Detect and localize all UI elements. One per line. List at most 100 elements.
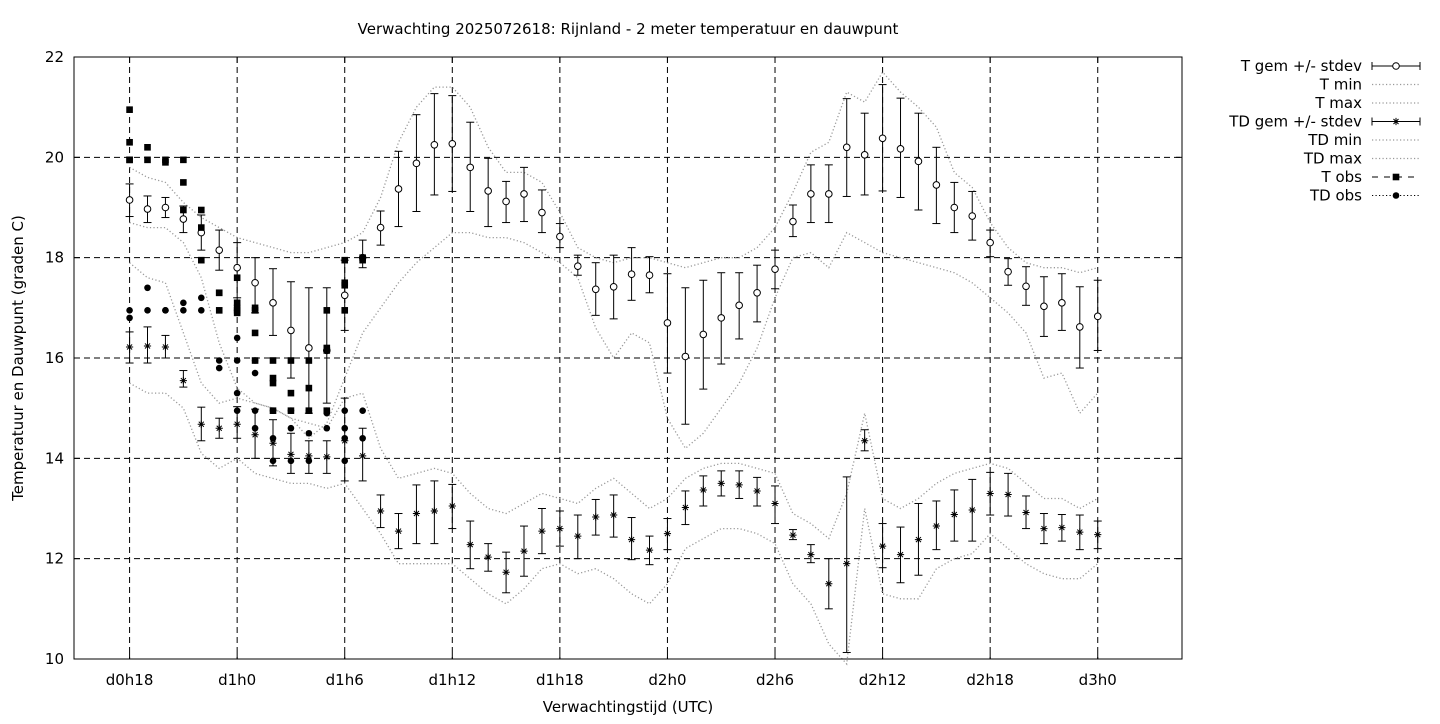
series-7-point <box>144 284 151 292</box>
series-0-point <box>376 223 385 232</box>
series-3-point <box>269 439 277 447</box>
series-3-point <box>843 560 851 568</box>
series-0-point <box>1004 267 1012 276</box>
series-7-point <box>233 334 241 342</box>
series-7-point <box>126 314 133 322</box>
legend-label: TD min <box>1307 131 1362 149</box>
series-3-point <box>394 527 403 535</box>
series-6-point <box>269 357 277 364</box>
series-6-point <box>233 309 241 317</box>
series-0-point <box>807 190 815 198</box>
series-0-point <box>573 262 582 270</box>
series-6-point <box>269 379 277 387</box>
series-6-point <box>197 224 205 231</box>
series-6-point <box>323 347 331 354</box>
series-7-point <box>197 307 205 314</box>
series-3-point <box>968 506 976 514</box>
series-3-point <box>1094 530 1102 539</box>
x-tick-label: d2h0 <box>648 671 686 689</box>
series-0-point <box>735 301 743 310</box>
series-3-point <box>932 522 940 530</box>
series-0-point <box>609 282 618 291</box>
series-3-point <box>717 479 725 488</box>
x-tick-label: d2h18 <box>966 671 1014 689</box>
series-6-point <box>269 374 277 382</box>
series-3-point <box>861 437 869 445</box>
series-3-point <box>448 502 456 510</box>
series-3-point <box>215 424 223 432</box>
legend-label: T max <box>1314 94 1362 112</box>
series-6-point <box>162 159 169 166</box>
series-4-line <box>129 382 1099 666</box>
series-6-point <box>215 307 223 314</box>
series-0-point <box>645 271 654 280</box>
series-6-point <box>126 156 133 164</box>
series-3-point <box>251 431 259 439</box>
series-3-point <box>1076 528 1084 536</box>
series-3-point <box>1004 490 1012 499</box>
legend-label: T gem +/- stdev <box>1240 57 1362 75</box>
series-0-point <box>215 246 224 254</box>
series-3-point <box>359 452 367 460</box>
series-6-point <box>144 144 151 151</box>
series-3-point <box>538 527 546 535</box>
y-tick-label: 12 <box>45 550 64 568</box>
series-3-point <box>197 420 205 428</box>
series-7-point <box>162 307 169 314</box>
legend-label: T min <box>1319 76 1362 94</box>
series-3-point <box>1040 524 1048 533</box>
series-6-point <box>144 156 151 164</box>
series-3-point <box>466 541 474 549</box>
series-0-point <box>878 134 887 143</box>
series-7-point <box>233 407 241 414</box>
series-7-point <box>251 424 259 432</box>
series-6-point <box>180 179 187 186</box>
chart-title: Verwachting 2025072618: Rijnland - 2 met… <box>358 20 899 38</box>
x-tick-label: d1h6 <box>326 671 364 689</box>
series-6-point <box>180 206 187 214</box>
series-6-point <box>323 307 331 314</box>
series-3-point <box>878 542 887 550</box>
series-0-point <box>287 326 295 335</box>
series-6-point <box>197 206 205 214</box>
series-7-point <box>180 299 187 307</box>
legend-label: TD obs <box>1309 187 1362 205</box>
series-7-point <box>269 407 277 414</box>
series-0-point <box>394 185 403 193</box>
series-0-point <box>179 215 188 223</box>
series-3-point <box>484 553 492 561</box>
legend-marker <box>1392 192 1400 199</box>
series-3-point <box>789 531 797 539</box>
x-tick-label: d1h12 <box>428 671 476 689</box>
series-0-point <box>412 159 421 168</box>
legend-label: TD max <box>1303 150 1362 168</box>
series-0-point <box>699 330 708 339</box>
series-7-point <box>215 357 223 364</box>
series-6-point <box>251 307 259 314</box>
series-3-point <box>376 507 385 515</box>
series-0-point <box>430 140 439 149</box>
series-7-point <box>197 294 205 302</box>
series-7-point <box>144 307 151 314</box>
series-0-point <box>986 238 994 247</box>
x-tick-label: d2h12 <box>859 671 907 689</box>
series-3-point <box>125 343 134 351</box>
series-0-point <box>860 151 869 159</box>
series-7-point <box>341 407 349 414</box>
legend-marker <box>1392 62 1400 70</box>
series-0-point <box>556 232 564 241</box>
series-7-point <box>287 457 295 465</box>
series-0-point <box>842 143 851 152</box>
series-0-point <box>1093 312 1102 321</box>
y-axis-label: Temperatuur en Dauwpunt (graden C) <box>9 215 27 502</box>
series-3-point <box>323 453 331 461</box>
series-0-point <box>753 288 761 297</box>
series-3-point <box>502 568 510 576</box>
series-3-point <box>681 503 689 512</box>
y-tick-label: 20 <box>45 148 64 166</box>
plot-frame <box>73 56 1183 660</box>
series-3-point <box>430 507 438 515</box>
series-7-point <box>233 357 241 364</box>
